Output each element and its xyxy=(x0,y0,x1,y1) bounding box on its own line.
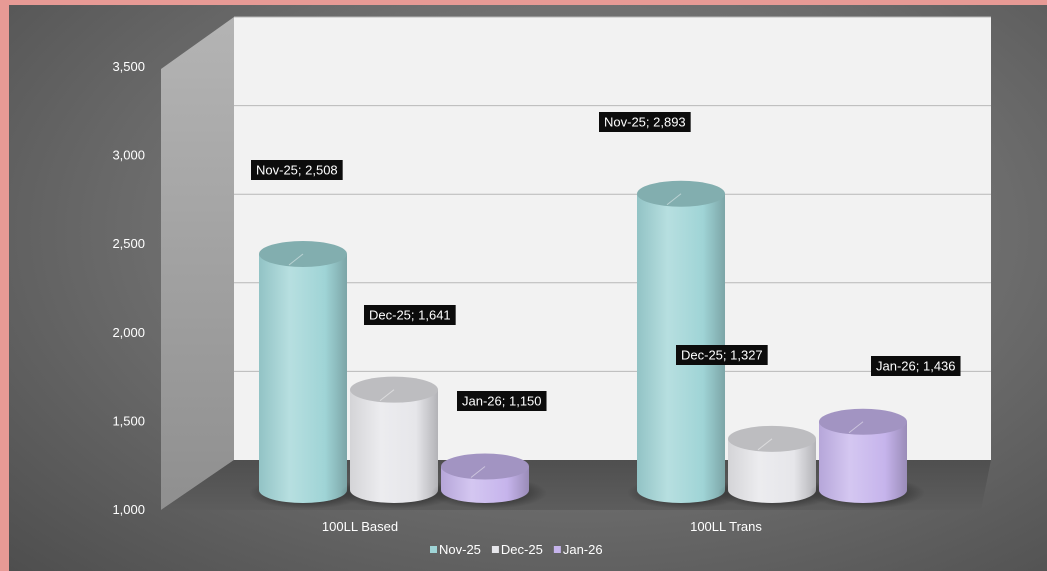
bar xyxy=(249,240,365,509)
y-tick-label: 3,000 xyxy=(112,148,145,163)
data-label-box xyxy=(251,160,343,180)
legend-label: Jan-26 xyxy=(563,542,603,557)
data-label-text: Nov-25; 2,893 xyxy=(604,115,686,130)
y-tick-label: 1,500 xyxy=(112,413,145,428)
legend-swatch xyxy=(430,546,437,553)
bar-cap-highlight xyxy=(848,421,864,434)
side-wall xyxy=(161,17,234,510)
bar xyxy=(340,376,456,509)
bar xyxy=(431,453,547,509)
data-label: Dec-25; 1,641 xyxy=(364,305,456,325)
legend-label: Dec-25 xyxy=(501,542,543,557)
data-label-box xyxy=(364,305,456,325)
legend-item: Jan-26 xyxy=(553,542,603,557)
bar-cap xyxy=(819,408,907,435)
bar-cap-highlight xyxy=(666,193,682,206)
bar xyxy=(809,408,925,509)
data-label-box xyxy=(676,345,768,365)
bar-cap xyxy=(441,453,529,480)
data-label-text: Jan-26; 1,150 xyxy=(462,394,542,409)
bar-chart: 1,000 1,500 2,000 2,500 3,000 3,500 Nov-25; 2… xyxy=(112,16,991,557)
legend-item: Nov-25 xyxy=(430,542,481,557)
data-label: Nov-25; 2,508 xyxy=(251,160,343,180)
back-wall xyxy=(234,17,991,460)
data-label: Nov-25; 2,893 xyxy=(599,112,691,132)
bar-cap xyxy=(350,376,438,403)
bar-cap xyxy=(728,425,816,452)
bar-body xyxy=(350,389,438,503)
y-tick-label: 2,000 xyxy=(112,325,145,340)
bar-body xyxy=(259,253,347,503)
data-label: Jan-26; 1,150 xyxy=(457,391,547,411)
chart-frame: 1,000 1,500 2,000 2,500 3,000 3,500 Nov-25; 2… xyxy=(9,5,1047,571)
bar-cap-highlight xyxy=(288,253,304,266)
x-category-label: 100LL Based xyxy=(322,519,398,534)
legend-item: Dec-25 xyxy=(491,542,543,557)
bar xyxy=(718,425,834,509)
bar-body xyxy=(819,421,907,503)
data-label-text: Jan-26; 1,436 xyxy=(876,359,956,374)
legend-label: Nov-25 xyxy=(439,542,481,557)
data-label-box xyxy=(457,391,547,411)
data-label-box xyxy=(871,356,961,376)
legend-swatch xyxy=(491,546,499,553)
bar-cap-highlight xyxy=(379,389,395,402)
data-label: Dec-25; 1,327 xyxy=(676,345,768,365)
bar-cap xyxy=(259,240,347,267)
bar-cap-highlight xyxy=(470,466,486,478)
y-tick-label: 1,000 xyxy=(112,502,145,517)
data-label: Jan-26; 1,436 xyxy=(871,356,961,376)
data-label-text: Dec-25; 1,327 xyxy=(681,348,763,363)
bar-body xyxy=(728,438,816,503)
data-label-text: Dec-25; 1,641 xyxy=(369,308,451,323)
data-label-box xyxy=(599,112,691,132)
x-category-label: 100LL Trans xyxy=(690,519,762,534)
data-label-text: Nov-25; 2,508 xyxy=(256,163,338,178)
y-tick-label: 3,500 xyxy=(112,59,145,74)
legend-swatch xyxy=(553,546,561,553)
bar-cap xyxy=(637,180,725,207)
bar-cap-highlight xyxy=(757,438,773,451)
y-tick-label: 2,500 xyxy=(112,236,145,251)
